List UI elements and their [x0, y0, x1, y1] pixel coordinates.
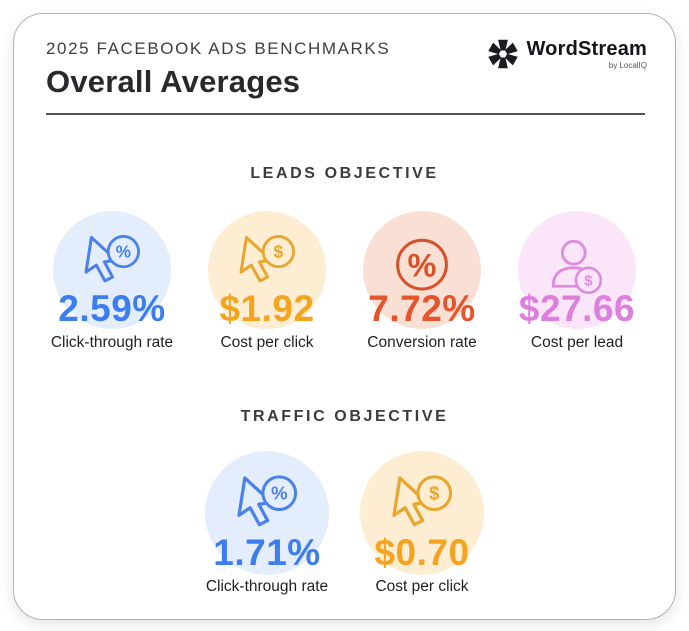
- cursor-percent-icon: %: [237, 475, 298, 527]
- stat-value: 7.72%: [368, 288, 476, 329]
- header-divider: [46, 113, 645, 115]
- section-heading-leads: LEADS OBJECTIVE: [250, 165, 439, 182]
- stat-leads-cvr: % 7.72% Conversion rate: [345, 211, 500, 352]
- stat-label: Cost per click: [220, 334, 314, 351]
- logo-byline-text: by LocalIQ: [608, 60, 647, 70]
- logo-brand-text: WordStream: [526, 37, 647, 60]
- stat-bubble: %: [53, 211, 171, 329]
- leads-stats-row: % 2.59% Click-through rate $ $1.92 Cost …: [14, 211, 675, 352]
- cursor-percent-icon: %: [84, 235, 140, 283]
- stat-leads-cpl: $ $27.66 Cost per lead: [500, 211, 655, 352]
- stat-label: Click-through rate: [50, 334, 174, 351]
- stat-label: Conversion rate: [367, 334, 477, 351]
- svg-text:%: %: [271, 483, 288, 504]
- stat-traffic-cpc: $ $0.70 Cost per click: [345, 451, 500, 596]
- svg-text:%: %: [116, 242, 131, 262]
- stat-label: Click-through rate: [205, 578, 329, 595]
- stat-traffic-ctr: % 1.71% Click-through rate: [190, 451, 345, 596]
- traffic-stats-row: % 1.71% Click-through rate $ $0.70 Cost …: [14, 451, 675, 596]
- stat-value: 2.59%: [58, 288, 166, 329]
- person-dollar-icon: $: [551, 239, 603, 295]
- percent-circle-icon: %: [396, 238, 448, 291]
- stat-value: $27.66: [518, 288, 636, 329]
- eyebrow-text: 2025 FACEBOOK ADS BENCHMARKS: [46, 39, 391, 58]
- stat-label: Cost per click: [375, 578, 469, 595]
- svg-text:$: $: [429, 483, 440, 504]
- stat-bubble: %: [205, 451, 329, 575]
- stat-leads-ctr: % 2.59% Click-through rate: [35, 211, 190, 352]
- svg-text:$: $: [274, 242, 284, 262]
- section-heading-traffic: TRAFFIC OBJECTIVE: [240, 408, 449, 425]
- page-title: Overall Averages: [46, 64, 301, 99]
- svg-text:$: $: [584, 273, 593, 290]
- svg-text:%: %: [408, 248, 437, 284]
- cursor-dollar-icon: $: [392, 475, 453, 527]
- stat-value: $0.70: [374, 532, 470, 573]
- stat-value: $1.92: [219, 288, 315, 329]
- cursor-dollar-icon: $: [239, 235, 295, 283]
- stat-bubble: $: [208, 211, 326, 329]
- stat-label: Cost per lead: [530, 334, 624, 351]
- stat-value: 1.71%: [213, 532, 321, 573]
- infographic-card: 2025 FACEBOOK ADS BENCHMARKS Overall Ave…: [13, 13, 676, 620]
- stat-bubble: $: [360, 451, 484, 575]
- asterisk-icon: [488, 39, 519, 69]
- stat-bubble: %: [363, 211, 481, 329]
- wordstream-logo: WordStream by LocalIQ: [487, 38, 647, 70]
- stat-bubble: $: [518, 211, 636, 329]
- header: 2025 FACEBOOK ADS BENCHMARKS Overall Ave…: [14, 14, 675, 115]
- stat-leads-cpc: $ $1.92 Cost per click: [190, 211, 345, 352]
